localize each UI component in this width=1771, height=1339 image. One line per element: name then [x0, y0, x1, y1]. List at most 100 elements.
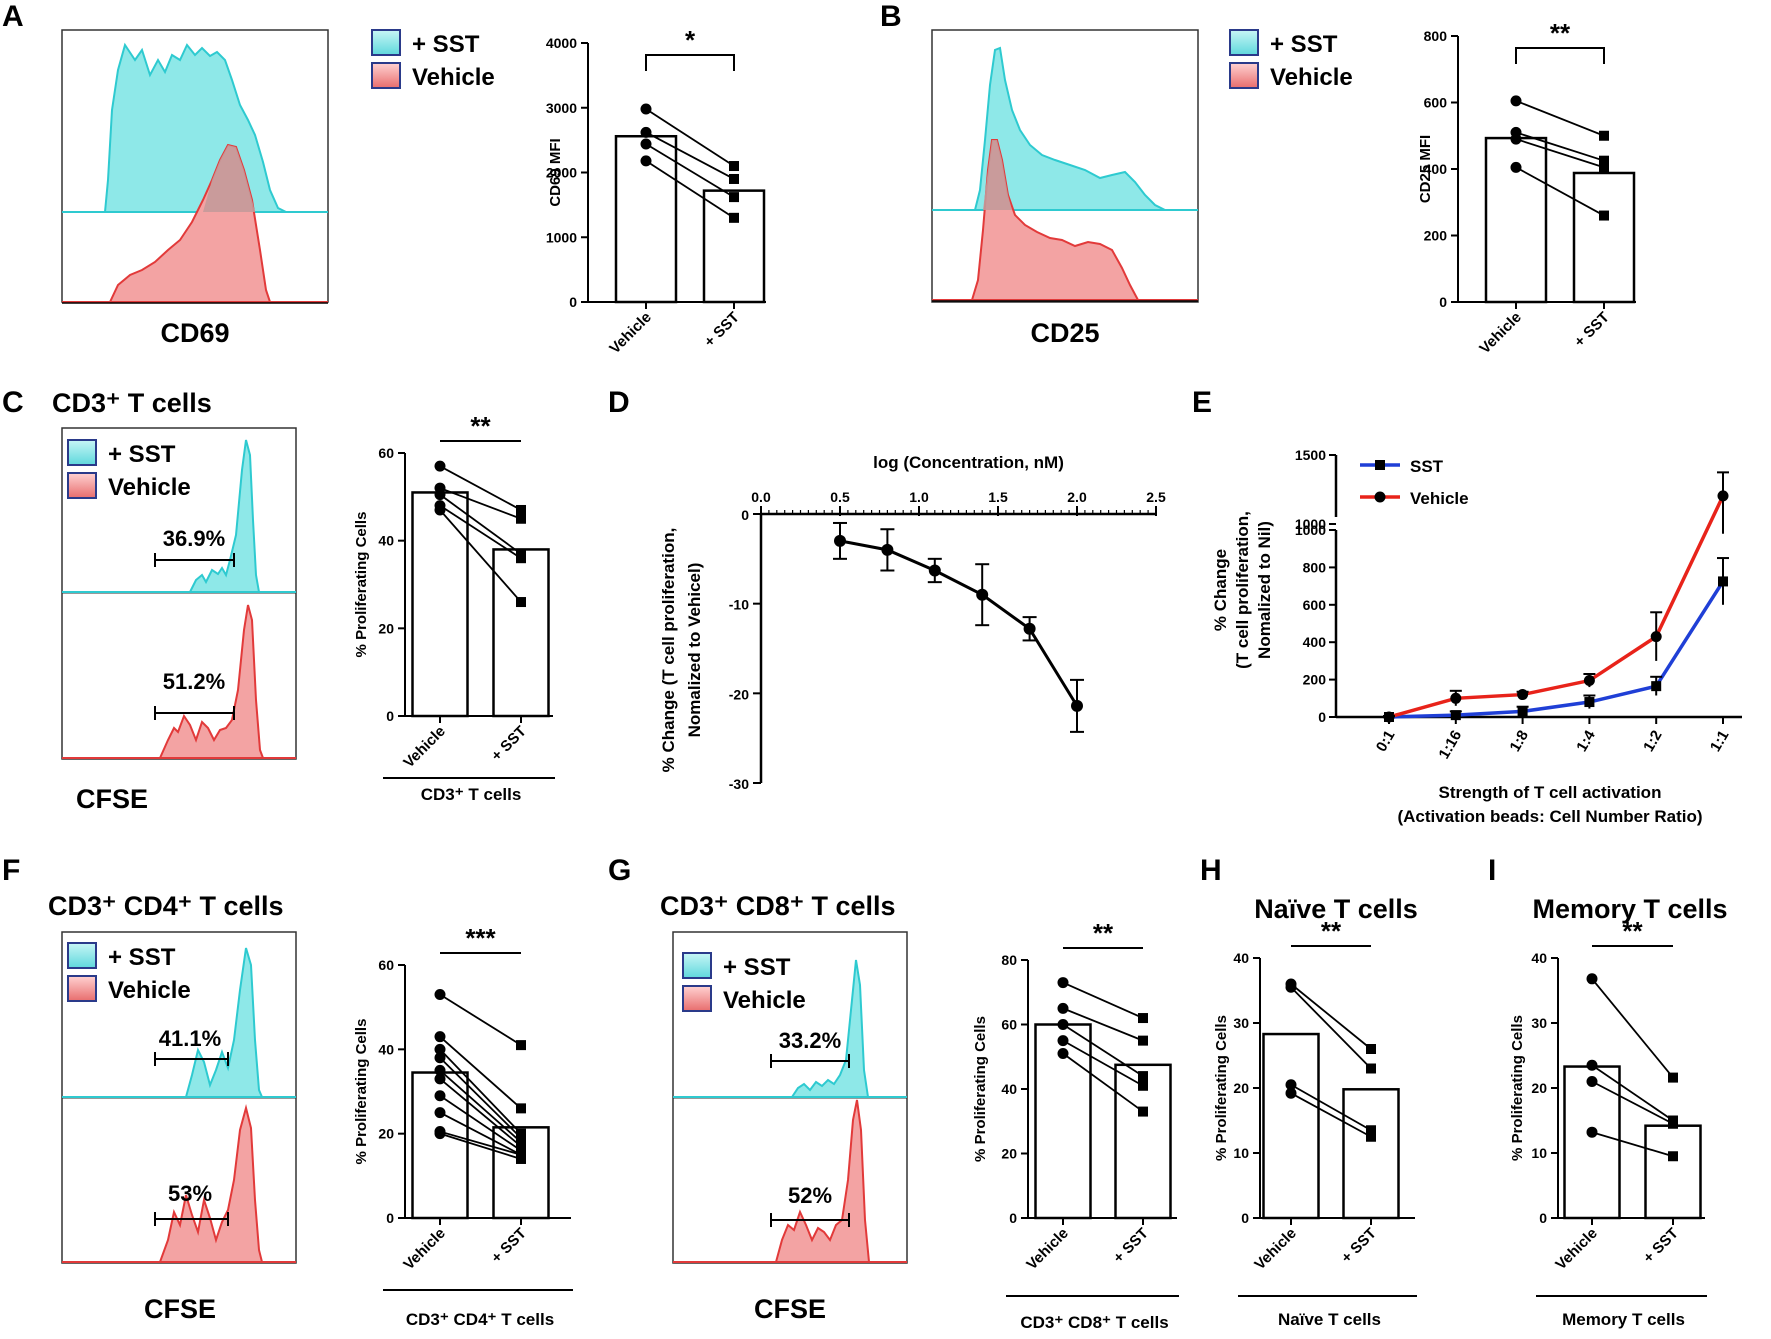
legend-swatch-sst-C [67, 439, 97, 466]
histogram-sst-C [62, 439, 296, 593]
x-tick-label: Vehicle [1552, 1225, 1601, 1274]
y-tick-label: 0 [1539, 1210, 1547, 1226]
y-tick-label: 0 [741, 507, 749, 523]
pair-line [439, 1078, 522, 1148]
point-vehicle [434, 1073, 446, 1085]
y-axis-label: % Proliferating Cells [1213, 1015, 1230, 1161]
bar-chart-C: 0 20 40 60 % Proliferating Cells Vehicle + SST… [353, 411, 555, 804]
point-vehicle [1510, 161, 1522, 173]
series-line [839, 539, 1079, 707]
percent-sst-G: 33.2% [779, 1028, 841, 1053]
pair-line [439, 509, 522, 603]
x-tick-label: + SST [1640, 1225, 1682, 1267]
point-sst [1599, 162, 1609, 173]
legend-sst-C: + SST [108, 441, 176, 468]
bar-chart-B: 0 200 400 600 800 CD25 MFI Vehicle + SST ** [1417, 18, 1636, 357]
data-point-vehicle [1517, 689, 1529, 701]
y-tick-label: 600 [1303, 597, 1327, 613]
point-vehicle [1586, 1126, 1598, 1138]
significance-bracket [1515, 47, 1605, 64]
y-tick-label: 200 [1303, 672, 1327, 688]
x-tick-label: 2.5 [1146, 489, 1166, 505]
x-tick-label: + SST [488, 723, 530, 765]
pair-line [1290, 1092, 1372, 1138]
x-tick-label: Vehicle [1476, 309, 1525, 358]
point-vehicle [1057, 1019, 1069, 1030]
y-tick-label: 60 [378, 445, 394, 461]
panel-label-C: C [2, 386, 24, 419]
bar-chart-A: 0 1000 2000 3000 4000 CD69 MFI Vehicle + SST * [546, 25, 766, 357]
pair-line [439, 1057, 522, 1139]
point-vehicle [1510, 95, 1522, 107]
data-point-vehicle [1450, 692, 1462, 704]
legend-swatch-sst-G [682, 952, 712, 979]
y-tick-label: 2000 [546, 165, 577, 181]
significance-stars: ** [1093, 918, 1114, 948]
percent-vehicle-F: 53% [168, 1181, 212, 1206]
point-vehicle [640, 155, 652, 167]
legend-swatch-vehicle-B [1229, 62, 1259, 89]
x-tick-label: 1.0 [909, 489, 929, 505]
x-axis-label: Strength of T cell activation [1439, 783, 1662, 802]
legend-swatch-vehicle-F [67, 975, 97, 1002]
pair-line [439, 1048, 522, 1135]
data-point-sst [1718, 576, 1728, 587]
x-tick-label: 0.0 [751, 489, 771, 505]
panel-label-H: H [1200, 854, 1222, 887]
x-tick-label: Vehicle [400, 723, 449, 772]
significance-stars: *** [465, 923, 496, 953]
bar-chart-F: 0 20 40 60 % Proliferating Cells Vehicle + SST… [353, 923, 573, 1329]
y-tick-label: 60 [1001, 1017, 1017, 1033]
panel-A: A CD69 + SST Vehicle 0 1000 2000 3000 4000 CD… [2, 0, 766, 357]
point-sst [516, 1103, 526, 1114]
x-tick-label: 1:8 [1506, 728, 1532, 755]
marker-label-F: CFSE [144, 1294, 216, 1324]
panel-label-I: I [1488, 854, 1496, 887]
x-tick-label: Vehicle [1251, 1225, 1300, 1274]
data-point-vehicle [1650, 631, 1662, 643]
legend-vehicle-F: Vehicle [108, 977, 191, 1004]
y-tick-label: 200 [1424, 228, 1448, 244]
y-axis-label: % Change (T cell proliferation, [659, 528, 678, 773]
legend-label-vehicle: Vehicle [1410, 489, 1469, 508]
significance-stars: ** [1321, 916, 1342, 946]
x-tick-label: 1:16 [1436, 728, 1466, 763]
pair-line [1515, 166, 1605, 217]
y-tick-label: 20 [378, 1126, 394, 1142]
point-sst [1599, 210, 1609, 221]
point-sst [1599, 155, 1609, 166]
data-point [976, 588, 989, 601]
x-tick-label: 1:2 [1640, 728, 1666, 755]
panel-label-D: D [608, 386, 630, 419]
legend-sst-F: + SST [108, 944, 176, 971]
histogram-vehicle-C [62, 604, 296, 759]
pair-line [1591, 978, 1674, 1079]
series-line-vehicle [1388, 495, 1725, 719]
pair-line [1290, 1083, 1372, 1132]
x-tick-label: 0:1 [1373, 728, 1399, 755]
percent-sst-C: 36.9% [163, 526, 225, 551]
marker-label-A: CD69 [160, 318, 229, 348]
y-tick-label: -10 [729, 597, 749, 613]
point-sst [1138, 1071, 1148, 1082]
y-axis-label: Nomalized to Vehicel) [685, 563, 704, 738]
point-sst [516, 597, 526, 608]
panel-B: B CD25 + SST Vehicle 0 200 400 600 800 CD25 M… [880, 0, 1636, 357]
y-tick-label: -30 [729, 776, 749, 792]
pair-line [1515, 100, 1605, 137]
data-point-sst [1584, 697, 1595, 708]
y-tick-label: 3000 [546, 100, 577, 116]
point-vehicle [640, 126, 652, 138]
bar-vehicle [1563, 1065, 1621, 1220]
point-sst [1366, 1125, 1376, 1136]
pair-line [439, 1069, 522, 1143]
point-vehicle [434, 1090, 446, 1102]
legend-label-sst: SST [1410, 457, 1444, 476]
point-vehicle [1586, 973, 1598, 985]
bar-sst [1644, 1124, 1702, 1220]
data-point [1071, 699, 1083, 712]
series-line-sst [1388, 580, 1725, 719]
point-sst [1668, 1151, 1678, 1162]
point-sst [516, 1153, 526, 1164]
